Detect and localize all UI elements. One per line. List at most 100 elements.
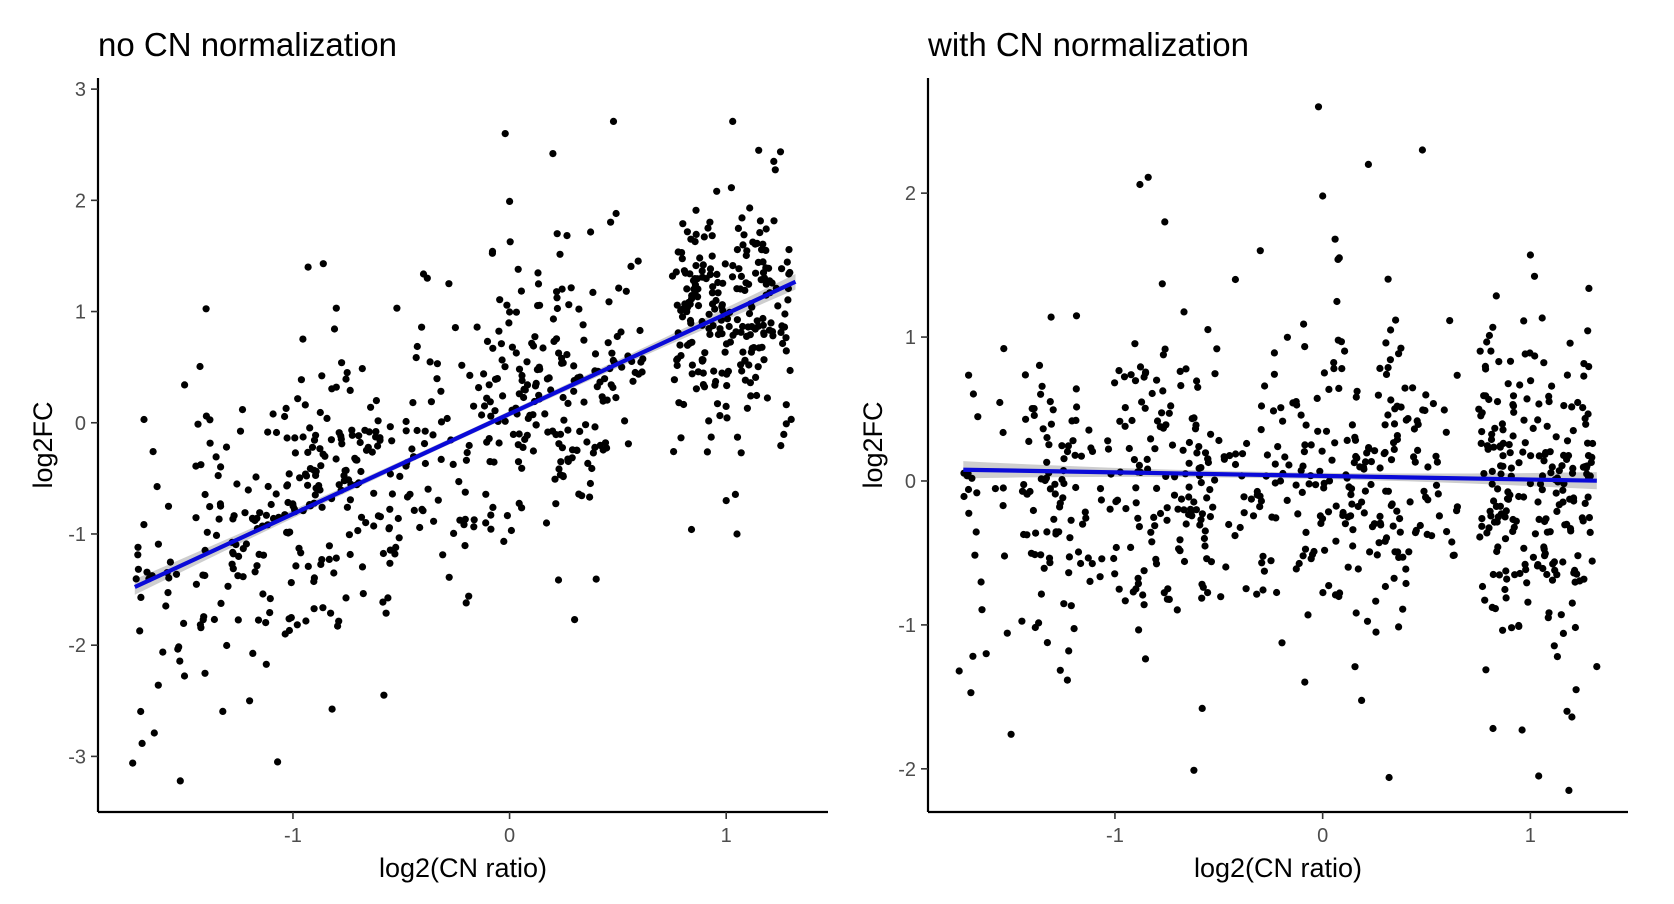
data-point (1136, 180, 1144, 189)
data-point (734, 224, 743, 232)
data-point (461, 542, 469, 550)
data-point (1035, 619, 1043, 627)
data-point (1478, 582, 1487, 591)
data-point (1339, 508, 1347, 517)
data-point (429, 431, 437, 439)
data-point (1395, 350, 1403, 358)
data-point (568, 454, 576, 462)
data-point (1499, 626, 1507, 634)
data-point (500, 537, 508, 546)
data-point (692, 385, 701, 393)
data-point (143, 568, 151, 576)
data-point (1490, 443, 1498, 451)
data-point (564, 426, 572, 434)
data-point (634, 257, 642, 265)
data-point (787, 415, 795, 423)
data-point (1058, 442, 1066, 450)
data-point (228, 560, 236, 568)
data-point (382, 609, 390, 617)
data-point (1331, 235, 1339, 243)
data-point (1358, 696, 1366, 705)
data-point (134, 543, 142, 551)
data-point (1196, 521, 1204, 529)
data-point (1072, 312, 1081, 320)
data-point (1561, 521, 1569, 529)
data-point (588, 464, 596, 473)
data-point (325, 555, 333, 564)
data-point (374, 417, 382, 425)
data-point (1527, 377, 1535, 385)
data-point (192, 514, 200, 522)
data-point (678, 313, 687, 321)
data-point (229, 548, 237, 557)
data-point (582, 421, 590, 429)
data-point (515, 365, 524, 373)
data-point (1312, 481, 1320, 489)
data-point (1164, 585, 1172, 593)
data-point (379, 549, 387, 558)
data-point (515, 430, 523, 438)
x-tick-label: -1 (284, 825, 302, 847)
data-point (1139, 591, 1147, 599)
data-point (1271, 479, 1279, 487)
data-point (996, 398, 1004, 407)
data-point (741, 376, 750, 384)
data-point (294, 395, 302, 403)
data-point (1566, 339, 1574, 347)
data-point (217, 463, 225, 471)
data-point (388, 437, 396, 445)
data-point (1249, 512, 1258, 520)
data-point (1256, 492, 1264, 500)
data-point (553, 230, 561, 238)
data-point (355, 432, 363, 440)
data-point (1116, 417, 1124, 425)
data-point (287, 579, 295, 587)
data-point (575, 490, 583, 498)
data-point (402, 427, 410, 435)
data-point (149, 448, 157, 456)
data-point (1112, 543, 1120, 552)
data-point (1523, 579, 1531, 587)
data-point (1529, 424, 1537, 432)
data-point (1496, 502, 1504, 510)
data-point (1046, 398, 1054, 406)
data-point (1163, 504, 1171, 512)
data-point (1501, 535, 1510, 543)
data-point (1412, 526, 1420, 535)
data-point (132, 575, 140, 583)
data-point (780, 323, 789, 331)
data-point (1503, 575, 1511, 583)
data-point (1535, 515, 1543, 524)
data-point (673, 301, 681, 309)
data-point (456, 516, 464, 524)
data-point (1072, 416, 1080, 424)
data-point (1077, 559, 1085, 568)
data-point (506, 238, 514, 246)
data-point (159, 648, 167, 656)
data-point (740, 231, 748, 239)
data-point (1121, 404, 1129, 412)
data-point (1543, 570, 1551, 579)
data-point (726, 338, 735, 346)
data-point (1389, 522, 1397, 530)
data-point (1063, 448, 1072, 456)
data-point (206, 439, 214, 447)
data-point (1534, 498, 1542, 506)
data-point (1382, 339, 1390, 347)
data-point (1283, 496, 1291, 504)
data-point (443, 414, 451, 423)
data-point (1489, 570, 1497, 579)
data-point (1132, 484, 1140, 492)
data-point (342, 375, 350, 383)
data-point (1152, 555, 1160, 563)
data-point (475, 384, 483, 392)
data-point (738, 367, 746, 375)
data-point (742, 251, 750, 260)
data-point (1021, 371, 1029, 379)
data-point (1003, 629, 1011, 637)
data-point (673, 361, 681, 370)
data-point (1070, 625, 1078, 633)
data-point (1294, 510, 1302, 518)
data-point (973, 489, 981, 497)
data-point (487, 412, 495, 420)
